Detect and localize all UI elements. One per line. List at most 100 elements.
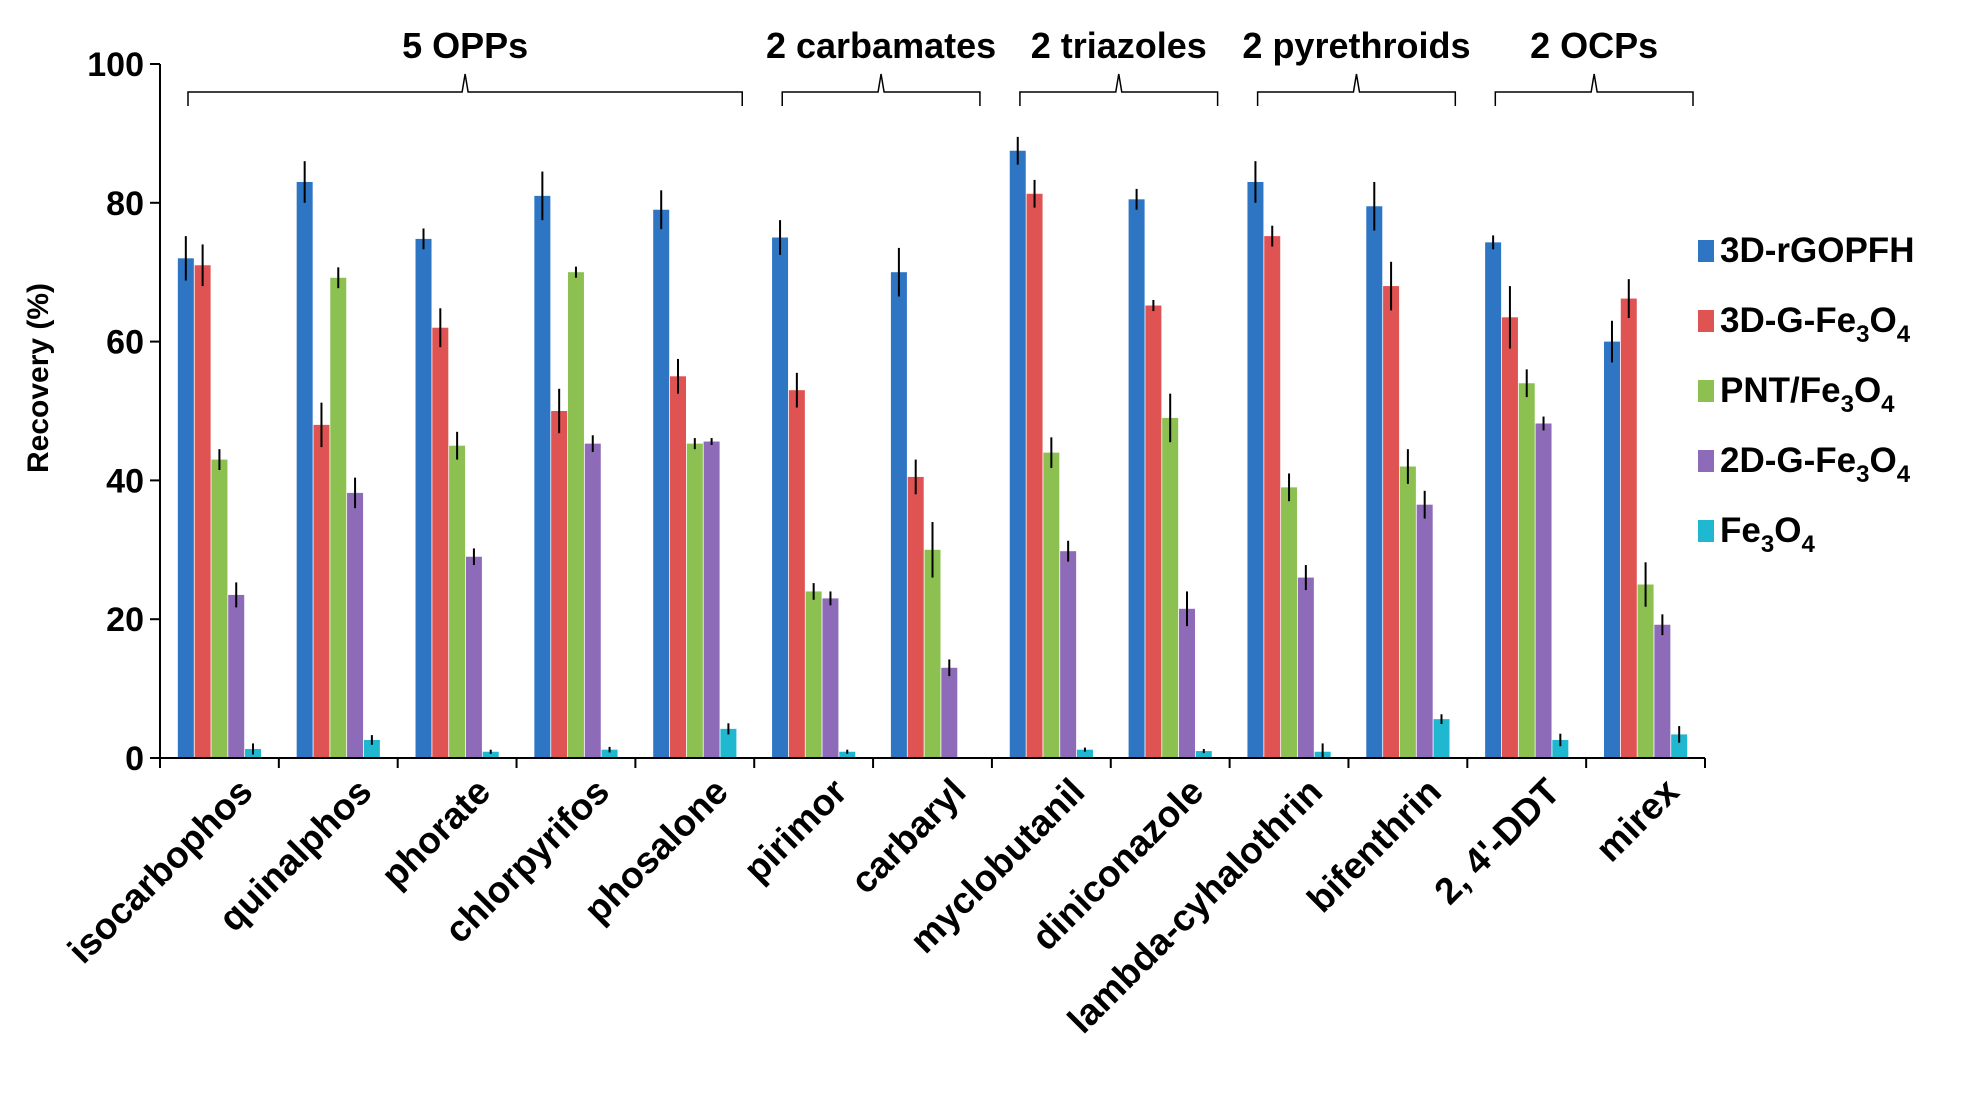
y-tick-label: 40 (106, 462, 144, 500)
bar (330, 277, 347, 758)
bar (228, 594, 245, 758)
group-brace (781, 73, 981, 106)
bar (1128, 199, 1145, 758)
y-tick-label: 60 (106, 324, 144, 362)
bar (1518, 383, 1535, 758)
bar (465, 556, 482, 758)
bar (1552, 739, 1569, 758)
bar (567, 272, 584, 758)
bar (1535, 423, 1552, 758)
legend-label: 2D-G-Fe3O4 (1720, 441, 1911, 488)
x-tick-label: phorate (373, 771, 498, 896)
bar (415, 238, 432, 758)
group-label: 5 OPPs (402, 25, 528, 66)
group-label: 2 carbamates (766, 25, 996, 66)
bar (296, 181, 313, 759)
bar (653, 209, 670, 759)
bar (211, 459, 228, 758)
bar (194, 265, 211, 758)
bar (1366, 206, 1383, 758)
bar (772, 237, 789, 758)
bar (941, 667, 958, 758)
group-label: 2 OCPs (1530, 25, 1658, 66)
bar (1603, 341, 1620, 758)
bar (788, 390, 805, 758)
bar (924, 549, 941, 758)
bar (584, 443, 601, 758)
y-axis-title: Recovery (%) (22, 283, 55, 473)
bar (347, 492, 364, 758)
x-tick-label: isocarbophos (60, 771, 261, 972)
legend-swatch (1698, 520, 1714, 542)
legend: 3D-rGOPFH 3D-G-Fe3O4 PNT/Fe3O4 2D-G-Fe3O4 Fe… (1698, 231, 1914, 558)
y-tick-label: 0 (125, 740, 144, 778)
bar (1671, 734, 1688, 758)
bar (1654, 624, 1671, 758)
bar (1145, 305, 1162, 758)
bar (805, 591, 822, 758)
bar (670, 376, 687, 758)
bar (432, 327, 449, 758)
legend-label: 3D-G-Fe3O4 (1720, 301, 1911, 348)
group-brace (1019, 73, 1219, 106)
bar (449, 445, 466, 758)
bar (907, 476, 924, 758)
legend-swatch (1698, 380, 1714, 402)
bar (1043, 452, 1060, 758)
bar (1637, 584, 1654, 758)
legend-swatch (1698, 450, 1714, 472)
bar (534, 195, 551, 759)
bar (1297, 577, 1314, 758)
bars (177, 136, 1688, 759)
bar (686, 443, 703, 758)
bar (1485, 242, 1502, 758)
bar (1076, 749, 1093, 758)
y-tick-label: 80 (106, 185, 144, 223)
y-tick-label: 20 (106, 601, 144, 639)
bar (1247, 181, 1264, 759)
bar (313, 424, 330, 758)
group-brace (187, 73, 743, 106)
bar (1501, 317, 1518, 758)
bar (822, 598, 839, 758)
bar (1620, 298, 1637, 758)
group-label: 2 pyrethroids (1242, 25, 1470, 66)
bar (890, 272, 907, 758)
bar (177, 258, 194, 758)
bar (1433, 719, 1450, 758)
legend-swatch (1698, 310, 1714, 332)
legend-swatch (1698, 240, 1714, 262)
bar (1178, 608, 1195, 758)
bar (601, 749, 618, 758)
bar (1399, 466, 1416, 758)
bar (1009, 150, 1026, 758)
bar (1162, 417, 1179, 758)
x-tick-label: pirimor (736, 771, 855, 890)
bar (482, 751, 499, 758)
bar (1416, 504, 1433, 758)
legend-label: Fe3O4 (1720, 511, 1815, 558)
bar (839, 751, 856, 758)
x-axis: isocarbophosquinalphosphoratechlorpyrifo… (60, 757, 1706, 1041)
y-axis: 0 20 40 60 80 100 (87, 46, 161, 778)
bar (1281, 487, 1298, 758)
legend-label: PNT/Fe3O4 (1720, 371, 1895, 418)
bar (1264, 236, 1281, 758)
bar (1060, 551, 1077, 758)
bar (1383, 286, 1400, 758)
bar (1195, 751, 1212, 758)
category-groups: 5 OPPs 2 carbamates 2 triazoles 2 pyrethroi… (187, 25, 1694, 106)
bar (720, 728, 737, 758)
group-brace (1256, 73, 1457, 106)
bar (363, 739, 380, 758)
legend-label: 3D-rGOPFH (1720, 231, 1914, 270)
bar (703, 441, 720, 758)
x-tick-label: mirex (1588, 770, 1687, 869)
x-tick-label: 2, 4'-DDT (1426, 770, 1568, 912)
bar (551, 411, 568, 758)
group-brace (1494, 73, 1694, 106)
group-label: 2 triazoles (1031, 25, 1207, 66)
y-tick-label: 100 (87, 46, 144, 84)
bar (1026, 193, 1043, 758)
